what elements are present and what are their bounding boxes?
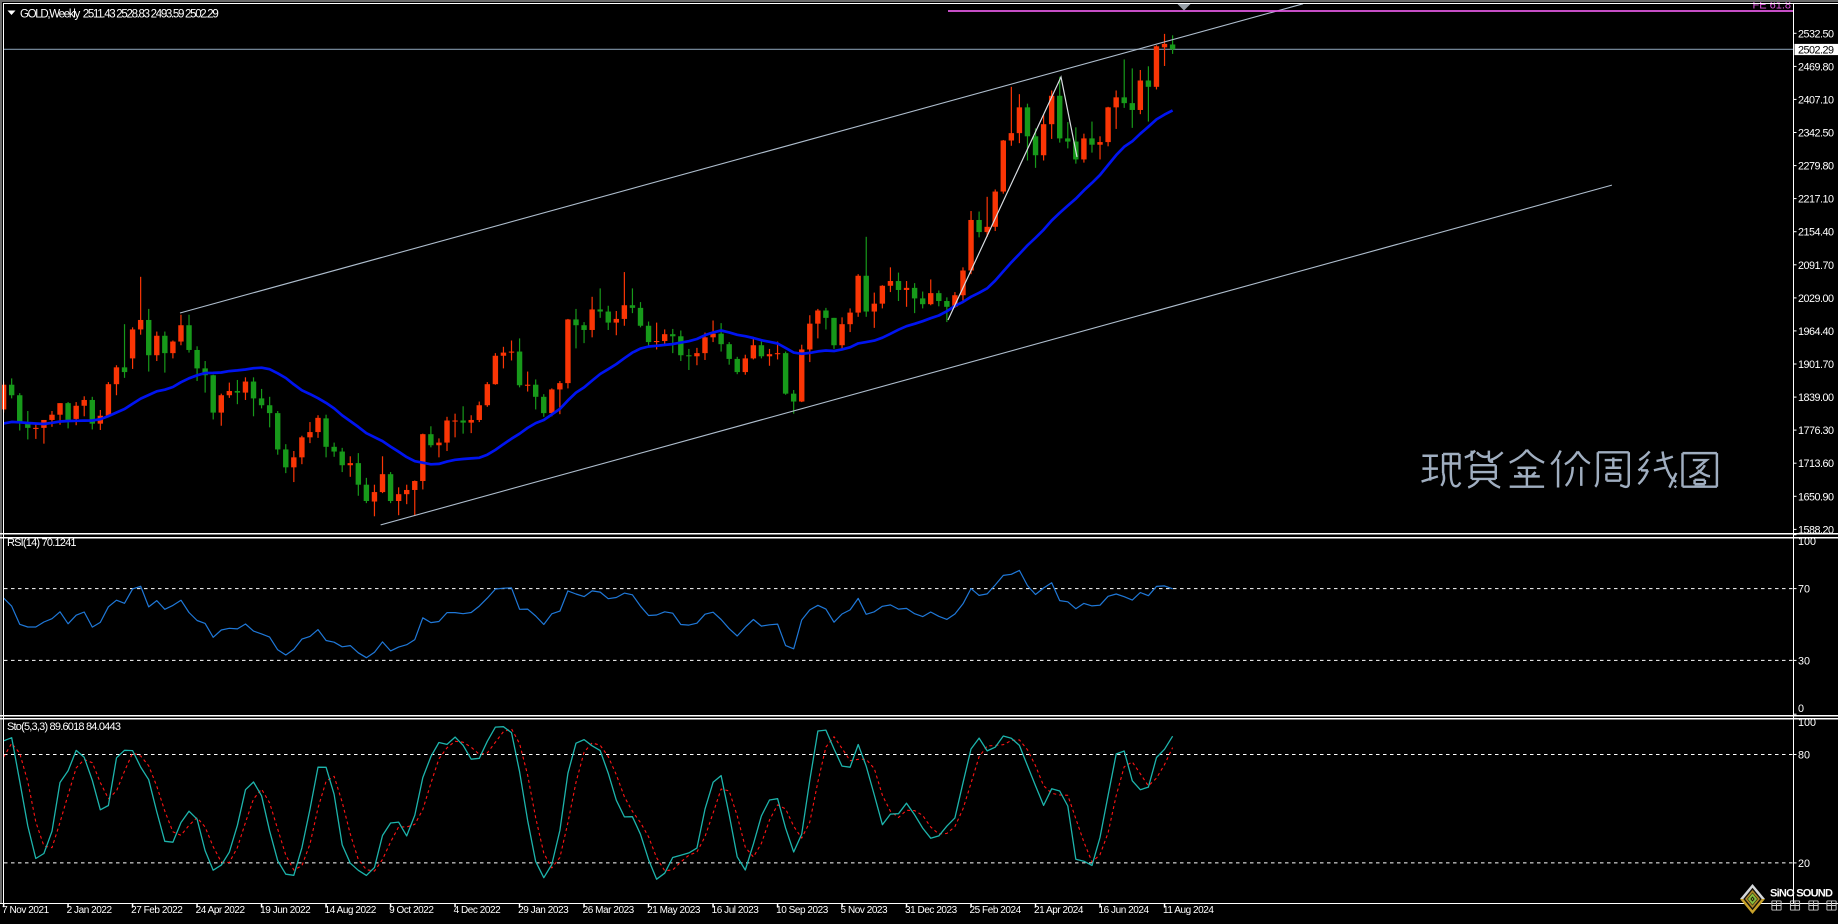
svg-text:1588.20: 1588.20 <box>1798 524 1834 536</box>
svg-text:7 Nov 2021: 7 Nov 2021 <box>2 905 50 916</box>
svg-text:1901.70: 1901.70 <box>1798 359 1834 371</box>
svg-text:100: 100 <box>1798 536 1816 548</box>
svg-text:27 Feb 2022: 27 Feb 2022 <box>131 905 183 916</box>
svg-text:RSI(14) 70.1241: RSI(14) 70.1241 <box>7 537 76 549</box>
svg-text:2217.10: 2217.10 <box>1798 194 1834 206</box>
svg-text:21 Apr 2024: 21 Apr 2024 <box>1034 905 1084 916</box>
svg-text:2029.00: 2029.00 <box>1798 293 1834 305</box>
svg-text:1650.90: 1650.90 <box>1798 491 1834 503</box>
svg-text:1839.00: 1839.00 <box>1798 392 1834 404</box>
svg-text:11 Aug 2024: 11 Aug 2024 <box>1163 905 1214 916</box>
svg-text:26 Mar 2023: 26 Mar 2023 <box>583 905 635 916</box>
svg-text:2279.80: 2279.80 <box>1798 161 1834 173</box>
svg-text:9 Oct 2022: 9 Oct 2022 <box>389 905 434 916</box>
svg-text:1713.60: 1713.60 <box>1798 458 1834 470</box>
svg-text:16 Jul 2023: 16 Jul 2023 <box>712 905 760 916</box>
svg-text:5 Nov 2023: 5 Nov 2023 <box>841 905 889 916</box>
svg-text:Sto(5,3,3) 89.6018 84.0443: Sto(5,3,3) 89.6018 84.0443 <box>7 721 121 733</box>
svg-text:2 Jan 2022: 2 Jan 2022 <box>67 905 113 916</box>
svg-text:100: 100 <box>1798 717 1816 729</box>
svg-text:2532.50: 2532.50 <box>1798 28 1834 40</box>
svg-text:24 Apr 2022: 24 Apr 2022 <box>196 905 246 916</box>
svg-text:1776.30: 1776.30 <box>1798 425 1834 437</box>
svg-text:80: 80 <box>1798 750 1810 762</box>
svg-text:70: 70 <box>1798 584 1810 596</box>
svg-text:SiNO SOUND: SiNO SOUND <box>1770 888 1833 900</box>
svg-text:4 Dec 2022: 4 Dec 2022 <box>454 905 502 916</box>
svg-text:30: 30 <box>1798 655 1810 667</box>
svg-text:25 Feb 2024: 25 Feb 2024 <box>970 905 1022 916</box>
svg-text:2091.70: 2091.70 <box>1798 260 1834 272</box>
svg-text:2154.40: 2154.40 <box>1798 227 1834 239</box>
svg-text:20: 20 <box>1798 858 1810 870</box>
svg-text:2469.80: 2469.80 <box>1798 61 1834 73</box>
svg-text:1964.40: 1964.40 <box>1798 326 1834 338</box>
svg-text:2342.50: 2342.50 <box>1798 128 1834 140</box>
svg-text:29 Jan 2023: 29 Jan 2023 <box>518 905 569 916</box>
svg-text:31 Dec 2023: 31 Dec 2023 <box>905 905 958 916</box>
svg-text:19 Jun 2022: 19 Jun 2022 <box>260 905 311 916</box>
svg-text:0: 0 <box>1798 703 1804 715</box>
svg-text:14 Aug 2022: 14 Aug 2022 <box>325 905 377 916</box>
svg-text:10 Sep 2023: 10 Sep 2023 <box>776 905 829 916</box>
svg-text:16 Jun 2024: 16 Jun 2024 <box>1099 905 1150 916</box>
svg-text:GOLD,Weekly 2511.43 2528.83 2: GOLD,Weekly 2511.43 2528.83 2493.59 2502… <box>20 9 218 21</box>
svg-text:21 May 2023: 21 May 2023 <box>647 905 701 916</box>
svg-text:2502.29: 2502.29 <box>1798 44 1834 56</box>
svg-text:2407.10: 2407.10 <box>1798 94 1834 106</box>
